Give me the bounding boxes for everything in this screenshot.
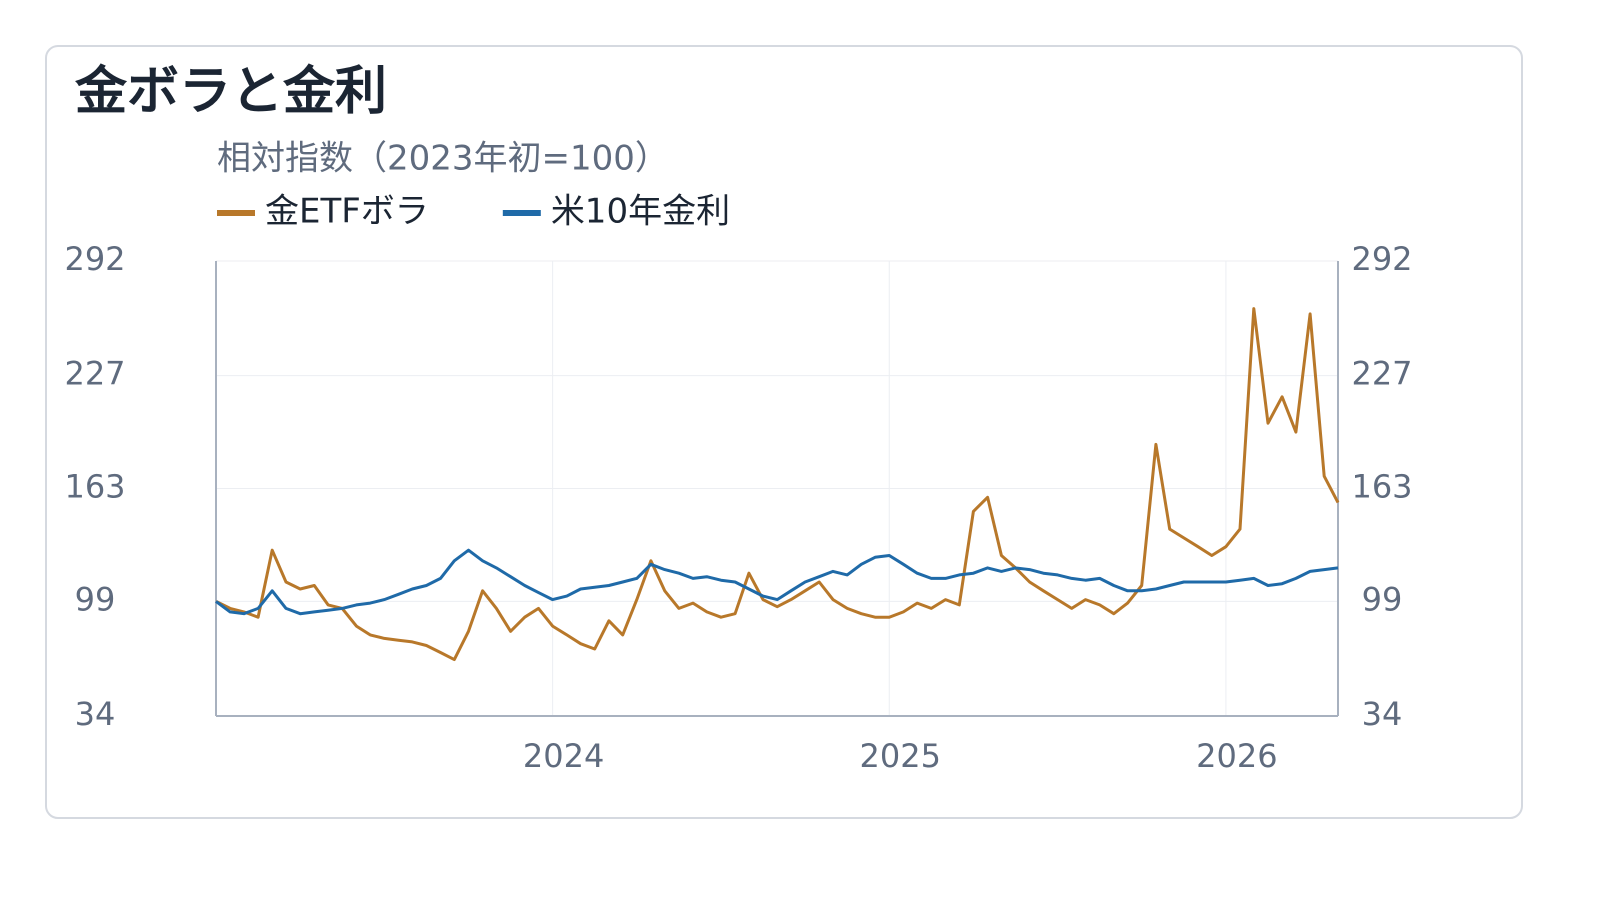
card (45, 45, 1523, 819)
y-tick-label: 163 (64, 468, 125, 506)
chart-subtitle: 相対指数（2023年初=100） (217, 139, 669, 179)
y-tick-label: 292 (64, 240, 125, 278)
y2-tick-label: 163 (1351, 468, 1412, 506)
x-tick-label: 2026 (1196, 737, 1277, 775)
y2-tick-label: 227 (1351, 355, 1412, 393)
y-tick-label: 99 (75, 580, 116, 618)
x-tick-label: 2024 (523, 737, 604, 775)
y2-tick-label: 292 (1351, 240, 1412, 278)
chart-title: 金ボラと金利 (74, 62, 387, 122)
legend-label: 金ETFボラ (265, 192, 429, 232)
series-line (215, 307, 1340, 662)
y-tick-label: 34 (75, 695, 116, 733)
y2-tick-label: 99 (1362, 580, 1403, 618)
y2-tick-label: 34 (1362, 695, 1403, 733)
x-tick-label: 2025 (860, 737, 941, 775)
series-line (215, 548, 1339, 616)
legend-label: 米10年金利 (551, 192, 730, 232)
y-tick-label: 227 (64, 355, 125, 393)
